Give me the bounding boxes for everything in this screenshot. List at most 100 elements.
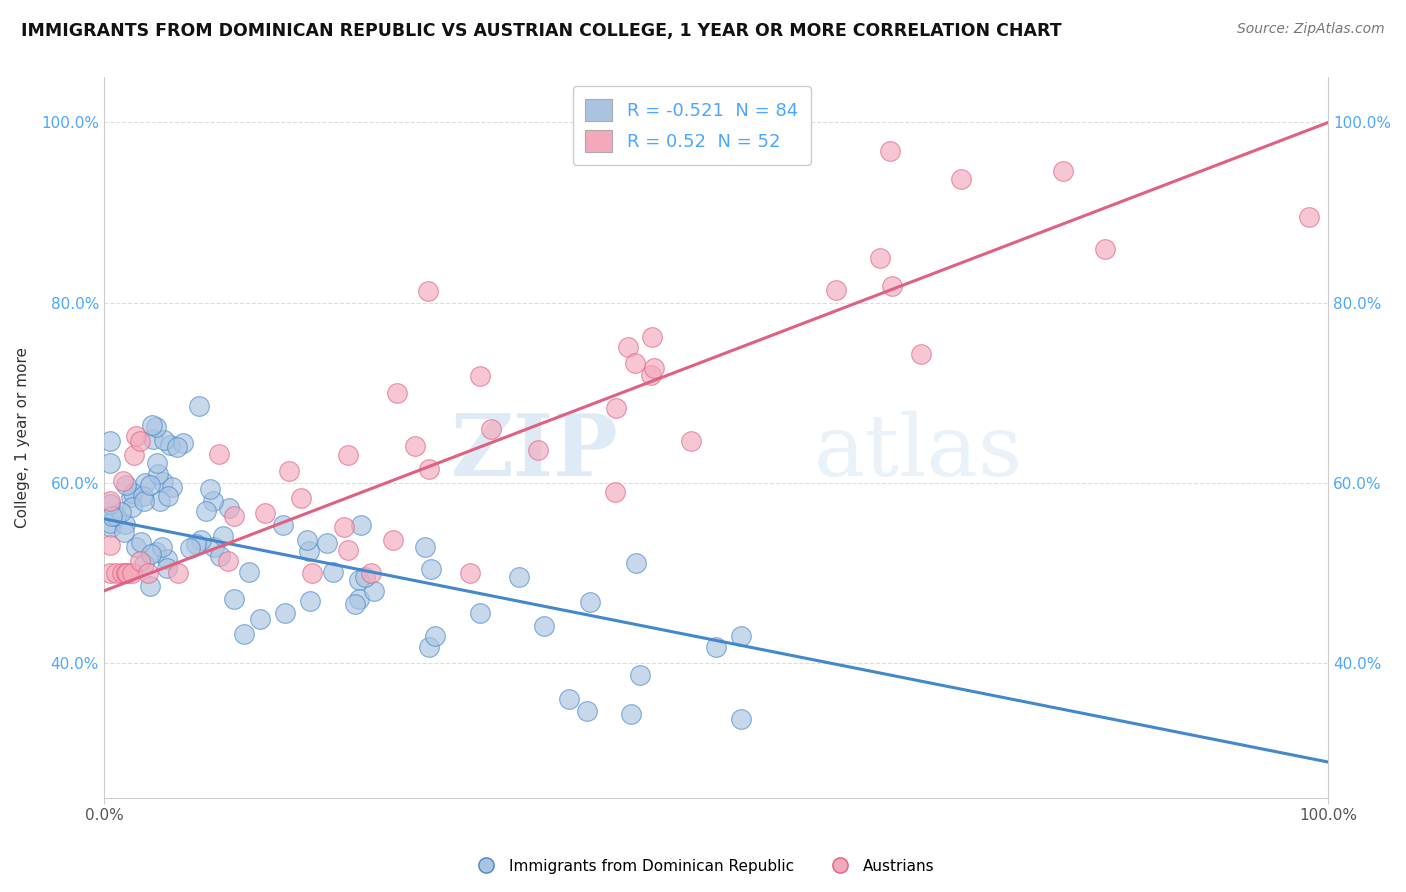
Point xyxy=(295,533,318,548)
Point xyxy=(145,456,167,470)
Point xyxy=(730,628,752,642)
Point xyxy=(354,569,377,583)
Point xyxy=(910,347,932,361)
Point xyxy=(105,509,128,524)
Point xyxy=(112,475,135,489)
Point xyxy=(195,503,218,517)
Point xyxy=(187,400,209,414)
Point xyxy=(132,490,155,504)
Point xyxy=(1052,163,1074,178)
Point xyxy=(146,467,169,481)
Point xyxy=(271,518,294,533)
Point xyxy=(337,448,360,462)
Point xyxy=(121,500,143,514)
Point xyxy=(620,706,643,721)
Point xyxy=(98,494,121,508)
Point xyxy=(344,597,367,611)
Point xyxy=(254,506,277,520)
Point xyxy=(575,704,598,718)
Point xyxy=(385,386,408,401)
Point xyxy=(121,566,143,580)
Point xyxy=(134,475,156,490)
Point xyxy=(298,544,321,558)
Point xyxy=(138,578,160,592)
Point xyxy=(641,330,664,344)
Text: ZIP: ZIP xyxy=(450,410,619,494)
Point xyxy=(360,566,382,580)
Point xyxy=(336,543,359,558)
Point xyxy=(949,172,972,186)
Point xyxy=(120,490,142,504)
Point xyxy=(617,340,640,354)
Point xyxy=(274,606,297,620)
Point xyxy=(110,505,132,519)
Point xyxy=(152,475,174,489)
Point xyxy=(420,562,443,576)
Point xyxy=(290,491,312,505)
Point xyxy=(316,536,339,550)
Point xyxy=(301,566,323,580)
Point xyxy=(208,549,231,563)
Point xyxy=(98,566,121,580)
Point xyxy=(142,432,165,446)
Point xyxy=(100,520,122,534)
Point xyxy=(212,529,235,543)
Point xyxy=(160,480,183,494)
Point xyxy=(98,434,121,448)
Text: atlas: atlas xyxy=(814,410,1024,494)
Point xyxy=(418,640,440,654)
Point xyxy=(122,486,145,500)
Point xyxy=(156,489,179,503)
Point xyxy=(98,497,121,511)
Point xyxy=(423,629,446,643)
Point xyxy=(101,508,124,523)
Point xyxy=(640,368,662,383)
Point xyxy=(730,712,752,726)
Point xyxy=(156,552,179,566)
Point xyxy=(479,422,502,436)
Point xyxy=(704,640,727,654)
Point xyxy=(114,517,136,532)
Point xyxy=(458,566,481,580)
Point xyxy=(404,439,426,453)
Point xyxy=(579,594,602,608)
Text: IMMIGRANTS FROM DOMINICAN REPUBLIC VS AUSTRIAN COLLEGE, 1 YEAR OR MORE CORRELATI: IMMIGRANTS FROM DOMINICAN REPUBLIC VS AU… xyxy=(21,22,1062,40)
Point xyxy=(149,493,172,508)
Legend: R = -0.521  N = 84, R = 0.52  N = 52: R = -0.521 N = 84, R = 0.52 N = 52 xyxy=(572,87,811,165)
Point xyxy=(880,278,903,293)
Point xyxy=(128,554,150,568)
Point xyxy=(468,368,491,383)
Point xyxy=(869,251,891,265)
Point xyxy=(208,447,231,461)
Point xyxy=(128,434,150,448)
Point xyxy=(278,464,301,478)
Point xyxy=(190,533,212,547)
Point xyxy=(413,540,436,554)
Point xyxy=(381,533,404,547)
Point xyxy=(332,520,354,534)
Point xyxy=(112,525,135,540)
Point xyxy=(98,538,121,552)
Point xyxy=(879,144,901,158)
Point xyxy=(363,584,385,599)
Point xyxy=(166,440,188,454)
Point xyxy=(132,558,155,572)
Point xyxy=(115,566,138,580)
Point xyxy=(115,566,138,580)
Legend: Immigrants from Dominican Republic, Austrians: Immigrants from Dominican Republic, Aust… xyxy=(465,853,941,880)
Point xyxy=(628,667,651,681)
Point xyxy=(681,434,703,449)
Point xyxy=(98,456,121,470)
Point xyxy=(145,545,167,559)
Point xyxy=(139,477,162,491)
Text: Source: ZipAtlas.com: Source: ZipAtlas.com xyxy=(1237,22,1385,37)
Point xyxy=(139,547,162,561)
Point xyxy=(605,401,627,416)
Point xyxy=(350,517,373,532)
Point xyxy=(136,566,159,580)
Point xyxy=(141,417,163,432)
Point xyxy=(322,565,344,579)
Point xyxy=(418,284,440,298)
Point xyxy=(232,626,254,640)
Point xyxy=(125,540,148,554)
